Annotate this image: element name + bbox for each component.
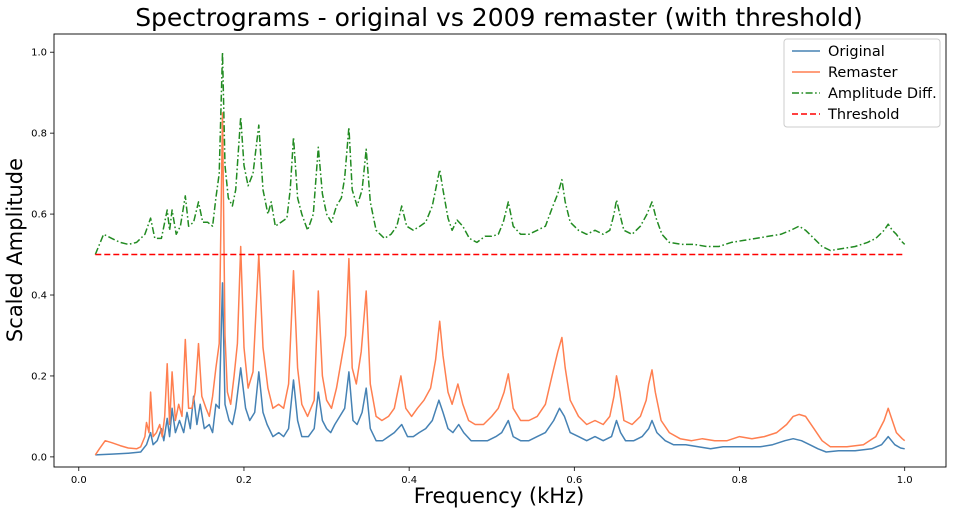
x-tick-label: 0.0 — [71, 475, 87, 486]
x-tick-label: 0.8 — [732, 475, 748, 486]
chart-title: Spectrograms - original vs 2009 remaster… — [135, 3, 863, 32]
legend-box — [783, 38, 941, 128]
x-axis: 0.0 0.2 0.4 0.6 0.8 1.0 — [71, 467, 913, 486]
y-axis-title: Scaled Amplitude — [3, 158, 27, 342]
legend-label: Amplitude Diff. — [828, 86, 937, 102]
y-tick-label: 0.0 — [31, 452, 47, 463]
x-tick-label: 0.6 — [566, 475, 582, 486]
y-axis: 0.0 0.2 0.4 0.6 0.8 1.0 — [31, 48, 54, 463]
x-axis-title: Frequency (kHz) — [414, 484, 585, 508]
legend-label: Threshold — [827, 107, 899, 123]
plot-frame — [53, 33, 947, 468]
y-tick-label: 0.6 — [31, 210, 47, 221]
series-line-amplitude-diff — [94, 51, 906, 255]
series-line-remaster — [94, 112, 906, 456]
x-tick-label: 0.2 — [236, 475, 252, 486]
x-tick-label: 0.4 — [401, 475, 417, 486]
x-tick-label: 1.0 — [897, 475, 913, 486]
y-tick-label: 1.0 — [31, 48, 47, 59]
y-tick-label: 0.2 — [31, 371, 47, 382]
legend-label: Original — [828, 44, 885, 60]
legend: Original Remaster Amplitude Diff. Threshold — [783, 38, 941, 128]
y-tick-label: 0.8 — [31, 129, 47, 140]
legend-label: Remaster — [828, 65, 898, 81]
series-line-original — [95, 282, 905, 456]
y-tick-label: 0.4 — [31, 291, 47, 302]
series-layer — [94, 51, 906, 456]
